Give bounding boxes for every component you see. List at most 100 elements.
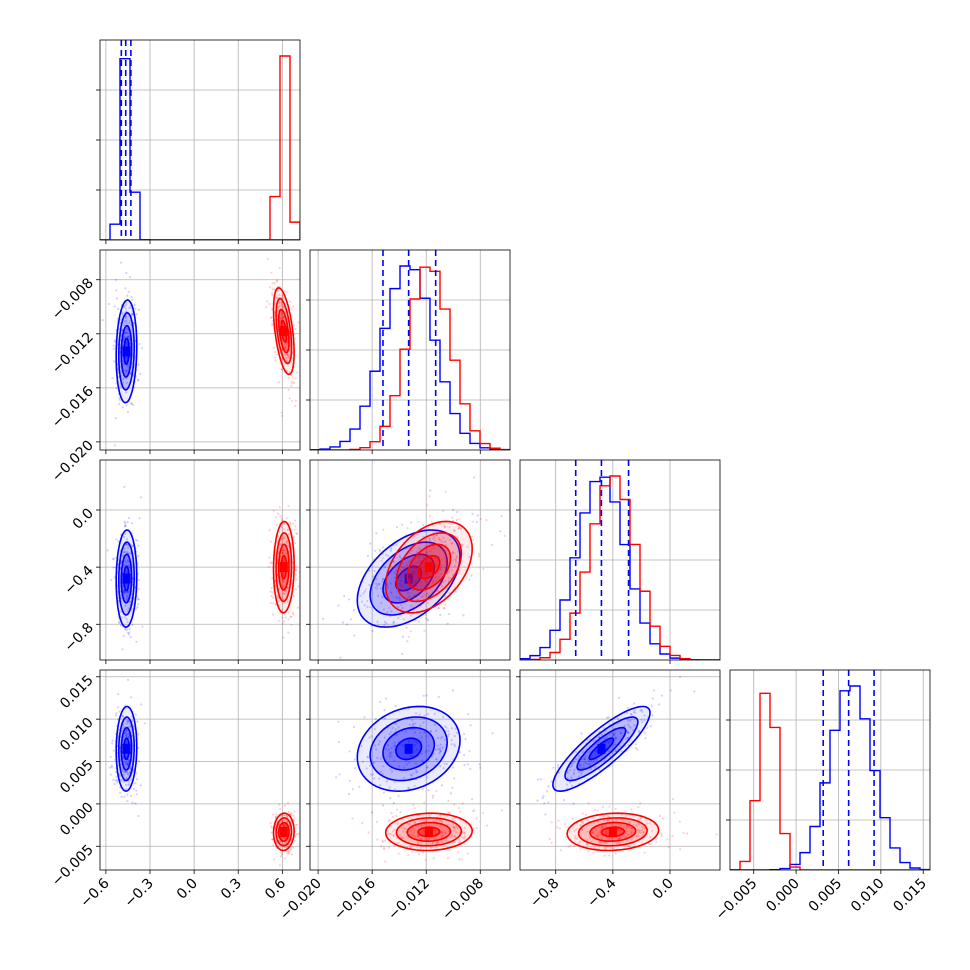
sample-point — [408, 787, 411, 790]
sample-point — [411, 740, 414, 744]
sample-point — [285, 356, 288, 359]
sample-point — [444, 832, 447, 835]
sample-point — [140, 496, 143, 499]
sample-point — [337, 604, 340, 607]
sample-point — [279, 515, 282, 518]
sample-point — [126, 720, 129, 723]
sample-point — [108, 766, 111, 769]
sample-point — [132, 373, 135, 376]
panel-frame — [99, 249, 301, 451]
sample-point — [442, 509, 445, 512]
sample-point — [397, 852, 400, 855]
sample-point — [380, 559, 383, 563]
sample-point — [634, 711, 637, 714]
sample-point — [569, 769, 572, 772]
panel-bg — [100, 670, 300, 870]
sample-point — [375, 532, 378, 535]
sample-point — [610, 836, 613, 840]
sample-point — [381, 546, 384, 549]
sample-point — [648, 822, 651, 825]
sample-point — [280, 851, 283, 854]
sample-point — [589, 763, 592, 766]
sample-point — [441, 540, 444, 543]
sample-point — [598, 841, 601, 844]
y-tick-label: −0.8 — [61, 620, 96, 655]
sample-point — [353, 758, 356, 761]
contour-line — [356, 705, 461, 793]
contour-line — [275, 297, 293, 365]
sample-point — [411, 724, 414, 727]
sample-point — [580, 771, 583, 774]
histogram-series-1 — [100, 55, 300, 240]
sample-point — [125, 303, 128, 306]
y-tick-label: −0.008 — [49, 275, 97, 323]
sample-point — [589, 759, 592, 763]
sample-point — [646, 822, 649, 825]
sample-point — [437, 748, 440, 751]
sample-point — [137, 598, 140, 601]
sample-point — [429, 730, 432, 733]
sample-point — [125, 322, 128, 325]
sample-point — [279, 317, 282, 320]
sample-point — [429, 489, 432, 492]
sample-point — [464, 831, 467, 834]
sample-point — [379, 783, 382, 787]
sample-point — [292, 814, 295, 817]
sample-point — [547, 785, 550, 788]
sample-point — [130, 778, 133, 781]
sample-point — [414, 712, 418, 715]
sample-point — [129, 319, 132, 322]
sample-point — [401, 562, 404, 565]
sample-point — [626, 736, 630, 740]
sample-point — [290, 623, 293, 626]
sample-point — [423, 629, 426, 632]
sample-point — [287, 810, 290, 814]
sample-point — [401, 606, 404, 610]
sample-point — [616, 828, 620, 831]
sample-point — [421, 552, 424, 556]
sample-point — [638, 729, 641, 733]
sample-point — [398, 596, 402, 599]
sample-point — [271, 838, 274, 841]
sample-point — [124, 335, 127, 338]
sample-point — [277, 620, 280, 623]
sample-point — [137, 379, 140, 382]
sample-point — [294, 830, 297, 833]
sample-point — [387, 846, 391, 849]
sample-point — [111, 377, 114, 380]
sample-point — [449, 792, 452, 795]
sample-point — [433, 536, 436, 539]
sample-point — [125, 735, 128, 738]
sample-point — [125, 594, 128, 597]
sample-point — [415, 741, 418, 744]
sample-point — [390, 591, 393, 594]
sample-point — [385, 780, 388, 783]
sample-point — [290, 308, 293, 311]
sample-point — [612, 733, 615, 736]
x-tick-label: 0.6 — [262, 875, 289, 902]
sample-point — [123, 591, 126, 594]
sample-point — [437, 607, 440, 610]
sample-point — [410, 573, 413, 576]
sample-point — [577, 754, 581, 757]
sample-point — [372, 575, 375, 578]
sample-point — [367, 831, 370, 834]
sample-point — [113, 305, 116, 308]
sample-point — [268, 286, 272, 289]
sample-point — [457, 550, 460, 554]
sample-point — [119, 385, 122, 388]
sample-point — [413, 570, 416, 573]
sample-point — [569, 844, 572, 848]
sample-point — [455, 831, 458, 834]
sample-point — [614, 737, 617, 740]
sample-point — [283, 579, 286, 582]
sample-point — [374, 717, 377, 721]
sample-point — [640, 708, 643, 712]
sample-point — [111, 739, 114, 742]
sample-point — [499, 530, 502, 533]
sample-point — [413, 585, 416, 589]
sample-point — [270, 561, 273, 564]
sample-point — [366, 554, 369, 558]
sample-point — [376, 587, 379, 590]
sample-point — [281, 313, 284, 316]
